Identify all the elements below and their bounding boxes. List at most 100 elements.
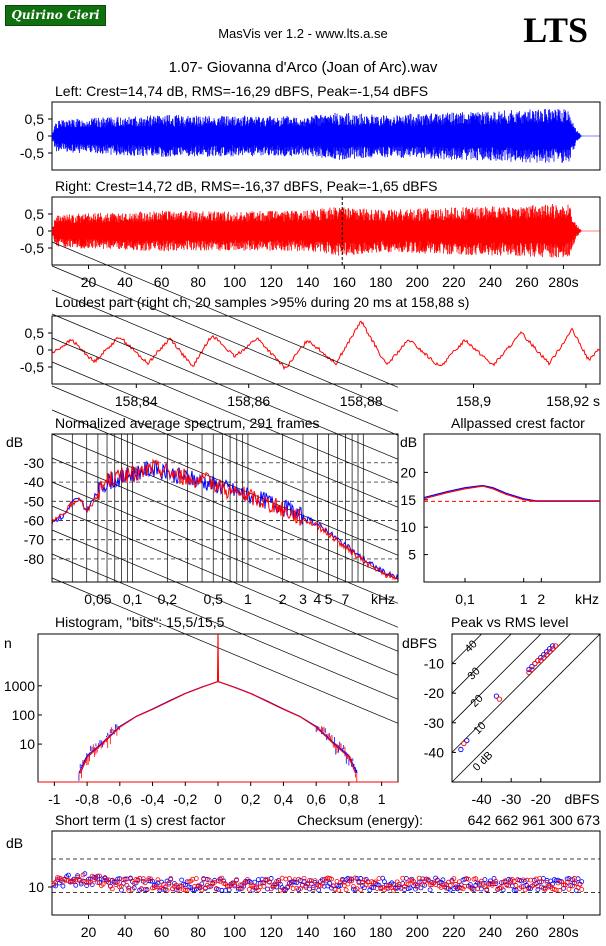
- spectrum-plot: dB-30 -40 -50 -60 -70 -80 0,05 0,1 0,2 0,5 1 2 3 4 5 7 k…: [6, 241, 399, 724]
- crest-point: [316, 883, 322, 889]
- x-tick-label: 20: [81, 274, 97, 290]
- scatter-point: [547, 646, 553, 652]
- crest-point: [80, 872, 86, 878]
- crest-point: [531, 882, 537, 887]
- crest-point: [175, 887, 181, 893]
- crest-point: [442, 881, 448, 887]
- right-waveform-chart: Right: Crest=14,72 dB, RMS=-16,37 dBFS, …: [20, 178, 601, 290]
- crest-diagonal: [451, 633, 542, 724]
- crest-point: [124, 882, 130, 888]
- crest-point: [276, 880, 281, 885]
- app-version-label: MasVis ver 1.2 - www.lts.a.se: [218, 26, 388, 41]
- crest-point: [350, 884, 356, 889]
- crest-point: [396, 881, 402, 887]
- crest-point: [577, 882, 583, 887]
- x-tick-label: 40: [117, 924, 133, 940]
- x-tick-label: -0,4: [140, 791, 164, 807]
- spectrum-y-label: dB: [6, 434, 23, 450]
- x-tick-label: -0,2: [173, 791, 197, 807]
- crest-point: [106, 877, 112, 883]
- y-tick-label: -40: [424, 744, 444, 760]
- histogram-chart: Histogram, "bits": 15,5/15,5 n100010010-…: [4, 614, 399, 807]
- crest-point: [115, 876, 121, 882]
- spectrum-series: [51, 458, 399, 581]
- file-name-title: 1.07- Giovanna d'Arco (Joan of Arc).wav: [168, 59, 438, 76]
- crest-point: [139, 886, 144, 892]
- crest-point: [400, 875, 406, 881]
- crest-series: [423, 485, 600, 502]
- histogram-series: [78, 681, 358, 774]
- x-tick-label: 0,05: [84, 591, 111, 607]
- crest-point: [568, 877, 574, 883]
- grid-diagonal: [51, 577, 399, 724]
- y-tick-label: 0,5: [25, 111, 45, 127]
- crest-point: [561, 882, 566, 888]
- crest-point: [542, 886, 548, 892]
- crest-point: [95, 880, 101, 885]
- y-tick-label: 0: [36, 342, 44, 358]
- crest-point: [129, 886, 135, 892]
- y-tick-label: -0,5: [20, 359, 44, 375]
- allpassed-crest-chart: Allpassed crest factor dB 20 15 10 5 0,1 1 2 kHz: [400, 415, 601, 607]
- crest-point: [398, 885, 404, 891]
- x-tick-label: 20: [81, 924, 97, 940]
- x-tick-label: 0,6: [306, 791, 326, 807]
- spectrum-chart: Normalized average spectrum, 291 frames …: [6, 241, 399, 724]
- left-waveform-title: Left: Crest=14,74 dB, RMS=-16,29 dBFS, P…: [55, 83, 428, 99]
- scatter-point: [461, 740, 467, 747]
- x-tick-label: 0: [214, 791, 222, 807]
- y-tick-label: 100: [12, 707, 36, 723]
- crest-point: [427, 887, 433, 893]
- crest-point: [287, 876, 292, 881]
- crest-point: [193, 876, 199, 881]
- scatter-point: [496, 696, 503, 702]
- crest-point: [168, 877, 174, 882]
- grid-diagonal: [51, 481, 399, 628]
- x-tick-label: 180: [369, 924, 393, 940]
- crest-point: [358, 887, 364, 893]
- short-term-crest-frame: [51, 830, 601, 916]
- diagonal-label: 10: [471, 720, 488, 737]
- crest-point: [299, 883, 305, 888]
- crest-point: [327, 881, 333, 886]
- y-tick-label: 5: [408, 547, 416, 563]
- crest-point: [539, 879, 544, 884]
- crest-point: [201, 876, 207, 882]
- x-tick-label: 0,5: [203, 591, 223, 607]
- spectrum-title: Normalized average spectrum, 291 frames: [55, 415, 320, 431]
- grid-diagonal: [51, 289, 399, 436]
- y-tick-label: -50: [24, 493, 44, 509]
- crest-point: [535, 887, 541, 892]
- grid-diagonal: [51, 529, 399, 676]
- scatter-point: [547, 649, 553, 655]
- y-tick-label: -30: [24, 455, 44, 471]
- grid-diagonal: [51, 313, 399, 460]
- x-tick-label: 4: [313, 591, 321, 607]
- crest-point: [119, 883, 124, 889]
- short-term-crest-chart: Short term (1 s) crest factor Checksum (…: [6, 812, 601, 940]
- x-tick-label: 80: [190, 274, 206, 290]
- crest-point: [179, 877, 185, 883]
- scatter-point: [464, 737, 470, 744]
- crest-point: [447, 883, 453, 888]
- x-tick-label: -1: [48, 791, 61, 807]
- y-tick-label: -20: [424, 685, 444, 701]
- histogram-series: [79, 633, 357, 774]
- crest-point: [456, 879, 462, 885]
- x-tick-label: 158,84: [115, 393, 158, 409]
- x-tick-label: 100: [223, 274, 247, 290]
- crest-point: [84, 883, 90, 888]
- grid-diagonal: [51, 457, 399, 604]
- scatter-point: [458, 746, 464, 753]
- x-tick-label: 140: [296, 924, 320, 940]
- scatter-point: [538, 655, 544, 661]
- crest-point: [473, 876, 479, 882]
- x-tick-label: 80: [190, 924, 206, 940]
- x-tick-label: 280s: [548, 924, 578, 940]
- grid-diagonal: [51, 337, 399, 484]
- crest-point: [206, 877, 212, 883]
- crest-point: [310, 885, 316, 891]
- lts-logo: LTS: [523, 10, 588, 50]
- spectrum-border: [51, 433, 399, 583]
- allpassed-crest-frame: [423, 433, 601, 583]
